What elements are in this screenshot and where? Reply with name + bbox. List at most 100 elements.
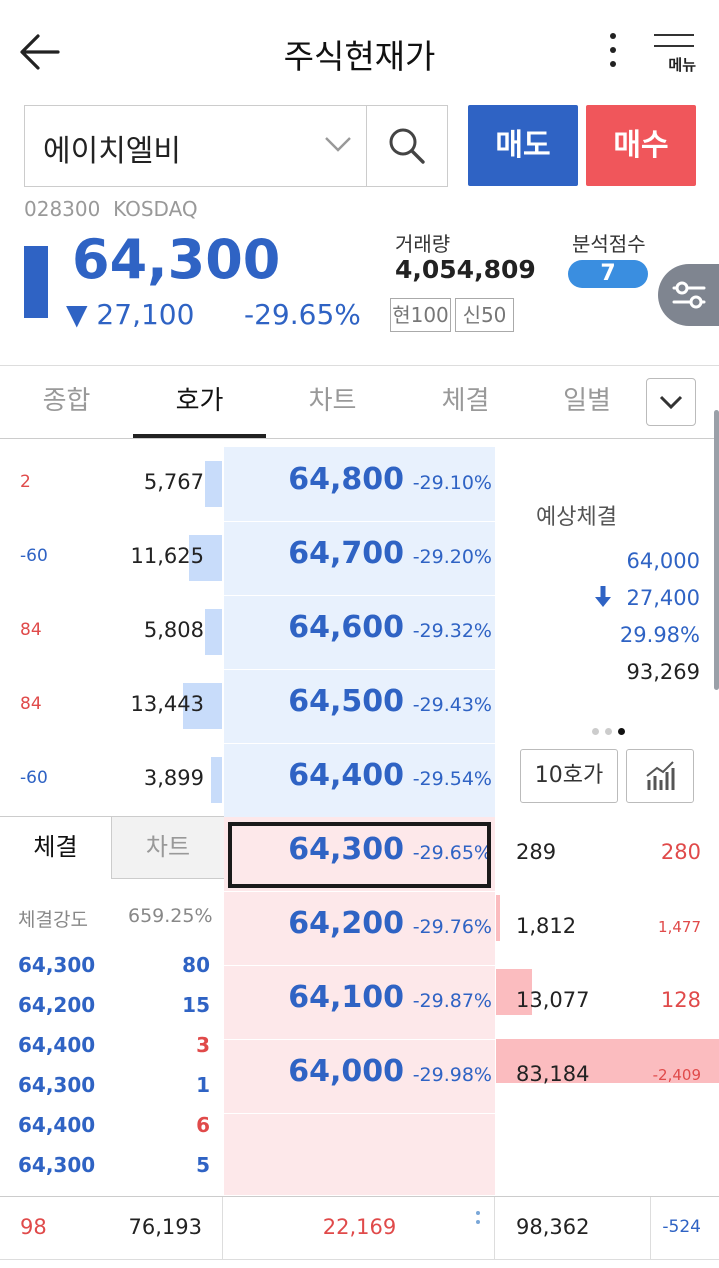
sliders-icon	[672, 281, 706, 309]
price-change-rate: -29.65%	[244, 298, 361, 331]
ask-quantity: 5,808	[143, 618, 204, 642]
menu-button[interactable]: 메뉴	[650, 32, 698, 76]
expected-change: 27,400	[594, 586, 700, 610]
page-dots[interactable]	[592, 720, 631, 739]
tab-expand-button[interactable]	[646, 378, 696, 426]
score-badge[interactable]: 7	[568, 260, 648, 288]
ask-price[interactable]: 64,500	[288, 684, 404, 719]
total-ask-delta: 98	[20, 1215, 47, 1239]
bid-rate: -29.65%	[412, 842, 492, 864]
ask-price[interactable]: 64,700	[288, 536, 404, 571]
ask-rate: -29.54%	[412, 768, 492, 790]
ask-delta: -60	[20, 768, 48, 788]
app-header: 주식현재가 메뉴	[0, 0, 719, 100]
bid-delta: 128	[660, 988, 701, 1012]
expected-volume: 93,269	[626, 660, 700, 684]
strength-value: 659.25%	[128, 905, 213, 927]
bid-price-column	[224, 817, 495, 1195]
active-tab-indicator	[133, 434, 266, 438]
margin-badge: 현100	[390, 298, 451, 332]
more-dots-icon[interactable]	[476, 1211, 480, 1229]
search-icon[interactable]	[387, 126, 427, 166]
ask-volume-bar	[189, 535, 222, 581]
ask-price[interactable]: 64,400	[288, 758, 404, 793]
tick-price: 64,300	[18, 953, 96, 977]
filter-settings-button[interactable]	[658, 264, 719, 326]
buy-button[interactable]: 매수	[586, 105, 696, 186]
bid-price[interactable]: 64,200	[288, 906, 404, 941]
ask-price-column	[224, 447, 495, 817]
tab-chart[interactable]: 차트	[308, 386, 357, 416]
tick-quantity: 5	[196, 1153, 210, 1177]
market-name: KOSDAQ	[113, 197, 198, 221]
back-arrow-icon[interactable]	[18, 30, 62, 74]
bid-price[interactable]: 64,100	[288, 980, 404, 1015]
order-book: 2 5,767 64,800 -29.10% -60 11,625 64,700…	[0, 439, 719, 1196]
volume-label: 거래량	[395, 232, 451, 256]
bid-rate: -29.87%	[412, 990, 492, 1012]
ask-rate: -29.10%	[412, 472, 492, 494]
bid-volume-bar	[496, 1039, 719, 1083]
bid-quantity: 83,184	[516, 1062, 590, 1086]
tick-quantity: 1	[196, 1073, 210, 1097]
bid-volume-bar	[496, 895, 500, 941]
mini-chart-button[interactable]	[626, 749, 694, 803]
stock-search-box[interactable]: 에이치엘비	[24, 105, 448, 187]
ask-quantity: 3,899	[143, 766, 204, 790]
price-change: ▼ 27,100	[66, 298, 195, 331]
total-bid-delta: -524	[662, 1217, 701, 1237]
stock-name-field[interactable]: 에이치엘비	[43, 134, 181, 169]
order-book-totals: 98 76,193 22,169 98,362 -524	[0, 1196, 719, 1260]
tick-price: 64,200	[18, 993, 96, 1017]
tab-daily[interactable]: 일별	[563, 386, 611, 416]
bid-volume-bar	[496, 969, 532, 1015]
scrollbar[interactable]	[714, 410, 719, 690]
bid-delta: -2,409	[652, 1066, 701, 1084]
sell-button[interactable]: 매도	[468, 105, 578, 186]
page-title: 주식현재가	[283, 37, 436, 76]
current-price-highlight	[228, 822, 491, 888]
ask-quantity: 5,767	[143, 470, 204, 494]
total-diff: 22,169	[322, 1215, 397, 1239]
down-arrow-icon	[594, 586, 619, 610]
ask-volume-bar	[211, 757, 222, 803]
tick-price: 64,400	[18, 1033, 96, 1057]
chart-subtab[interactable]: 차트	[111, 817, 224, 879]
menu-label: 메뉴	[668, 56, 696, 74]
ask-price[interactable]: 64,800	[288, 462, 404, 497]
stock-code-line: 028300 KOSDAQ	[24, 197, 198, 221]
bid-price[interactable]: 64,000	[288, 1054, 404, 1089]
tick-price: 64,300	[18, 1153, 96, 1177]
bid-quantity: 1,812	[516, 914, 577, 938]
tick-quantity: 80	[182, 953, 210, 977]
tick-quantity: 15	[182, 993, 210, 1017]
expected-rate: 29.98%	[619, 623, 700, 647]
ask-rate: -29.43%	[412, 694, 492, 716]
trades-subtab[interactable]: 체결	[0, 817, 111, 879]
strength-label: 체결강도	[18, 909, 88, 931]
tab-trades[interactable]: 체결	[441, 386, 490, 416]
total-ask-qty: 76,193	[128, 1215, 202, 1239]
ask-volume-bar	[183, 683, 222, 729]
bid-delta: 280	[660, 840, 701, 864]
credit-badge: 신50	[455, 298, 514, 332]
current-price: 64,300	[72, 228, 281, 291]
ask-delta: 84	[20, 620, 42, 640]
stock-code: 028300	[24, 197, 101, 221]
more-options-icon[interactable]	[602, 30, 624, 76]
ten-level-button[interactable]: 10호가	[520, 749, 618, 803]
ask-quantity: 11,625	[130, 544, 204, 568]
tab-bar: 종합 호가 차트 체결 일별	[0, 365, 719, 439]
tick-quantity: 3	[196, 1033, 210, 1057]
bid-rate: -29.76%	[412, 916, 492, 938]
chevron-down-icon[interactable]	[323, 132, 353, 156]
ask-rate: -29.32%	[412, 620, 492, 642]
bid-rate: -29.98%	[412, 1064, 492, 1086]
tab-orderbook[interactable]: 호가	[175, 386, 224, 416]
ask-volume-bar	[205, 609, 222, 655]
tab-summary[interactable]: 종합	[42, 386, 91, 416]
ask-price[interactable]: 64,600	[288, 610, 404, 645]
ask-rate: -29.20%	[412, 546, 492, 568]
bid-price[interactable]: 64,300	[288, 832, 404, 867]
tick-quantity: 6	[196, 1113, 210, 1137]
